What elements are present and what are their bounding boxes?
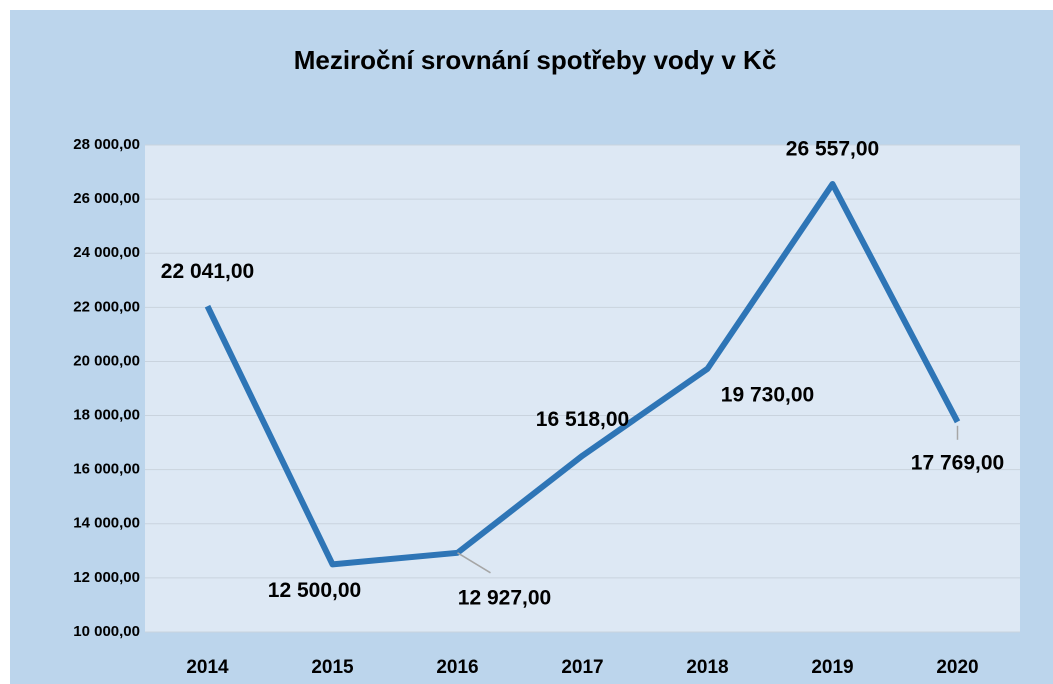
data-label: 26 557,00 [786, 138, 879, 161]
leader-line [457, 552, 491, 574]
x-tick-label: 2016 [436, 657, 478, 678]
data-label: 17 769,00 [911, 451, 1004, 474]
data-label: 12 500,00 [268, 579, 361, 602]
x-tick-label: 2014 [186, 657, 229, 678]
chart-title: Meziroční srovnání spotřeby vody v Kč [294, 45, 777, 75]
y-tick-label: 24 000,00 [73, 244, 140, 261]
plot-area [145, 145, 1020, 632]
y-tick-label: 20 000,00 [73, 352, 140, 369]
x-tick-label: 2017 [561, 657, 603, 678]
data-line [204, 181, 961, 568]
y-tick-label: 12 000,00 [73, 569, 140, 586]
y-tick-label: 16 000,00 [73, 461, 140, 478]
data-label: 16 518,00 [536, 408, 629, 431]
data-label: 12 927,00 [458, 586, 551, 609]
y-tick-label: 10 000,00 [73, 623, 140, 640]
data-label: 22 041,00 [161, 260, 254, 283]
x-tick-label: 2018 [686, 657, 728, 678]
y-tick-label: 26 000,00 [73, 190, 140, 207]
y-tick-label: 28 000,00 [73, 136, 140, 153]
x-tick-label: 2019 [811, 657, 853, 678]
data-label: 19 730,00 [721, 383, 814, 406]
y-tick-label: 14 000,00 [73, 515, 140, 532]
x-tick-label: 2020 [936, 657, 978, 678]
x-tick-label: 2015 [311, 657, 354, 678]
y-tick-label: 22 000,00 [73, 298, 140, 315]
y-tick-label: 18 000,00 [73, 407, 140, 424]
